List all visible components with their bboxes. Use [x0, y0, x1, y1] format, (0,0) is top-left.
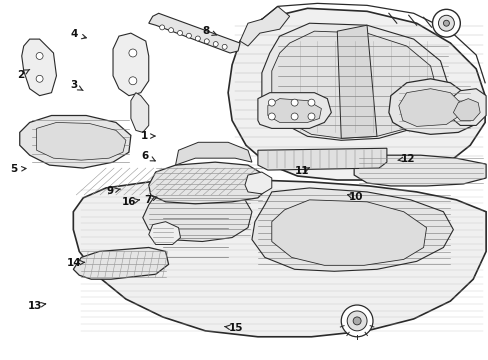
Polygon shape: [398, 89, 459, 126]
Polygon shape: [37, 122, 126, 160]
Text: 4: 4: [70, 29, 77, 39]
Polygon shape: [337, 25, 376, 138]
Polygon shape: [353, 155, 485, 186]
Circle shape: [307, 113, 314, 120]
Polygon shape: [240, 6, 289, 46]
Text: 12: 12: [401, 154, 415, 163]
Circle shape: [268, 113, 275, 120]
Text: 1: 1: [140, 131, 147, 141]
Circle shape: [129, 77, 137, 85]
Polygon shape: [148, 13, 240, 53]
Polygon shape: [447, 89, 485, 125]
Circle shape: [36, 75, 43, 82]
Circle shape: [341, 305, 372, 337]
Circle shape: [346, 311, 366, 331]
Circle shape: [160, 25, 164, 30]
Polygon shape: [228, 8, 484, 180]
Polygon shape: [21, 39, 56, 96]
Polygon shape: [257, 148, 386, 170]
Circle shape: [177, 31, 182, 35]
Text: 15: 15: [228, 323, 243, 333]
Polygon shape: [148, 222, 180, 244]
Polygon shape: [271, 200, 426, 265]
Polygon shape: [244, 172, 271, 194]
Polygon shape: [452, 99, 479, 121]
Text: 8: 8: [202, 26, 209, 36]
Text: 6: 6: [141, 151, 148, 161]
Text: 7: 7: [144, 195, 152, 204]
Polygon shape: [271, 31, 436, 138]
Polygon shape: [267, 99, 321, 122]
Circle shape: [222, 44, 226, 49]
Circle shape: [36, 53, 43, 59]
Text: 16: 16: [122, 197, 136, 207]
Circle shape: [186, 33, 191, 38]
Polygon shape: [73, 180, 485, 337]
Circle shape: [204, 39, 209, 44]
Text: 14: 14: [66, 258, 81, 268]
Polygon shape: [113, 33, 148, 96]
Circle shape: [443, 20, 448, 26]
Circle shape: [168, 28, 173, 33]
Circle shape: [438, 15, 453, 31]
Polygon shape: [73, 247, 168, 279]
Polygon shape: [148, 162, 267, 204]
Circle shape: [307, 99, 314, 106]
Circle shape: [195, 36, 200, 41]
Circle shape: [290, 99, 298, 106]
Text: 9: 9: [106, 186, 113, 197]
Text: 13: 13: [28, 301, 42, 311]
Circle shape: [268, 99, 275, 106]
Circle shape: [432, 9, 459, 37]
Text: 5: 5: [10, 164, 18, 174]
Polygon shape: [142, 190, 251, 242]
Polygon shape: [251, 188, 452, 271]
Text: 3: 3: [70, 80, 77, 90]
Text: 10: 10: [348, 192, 363, 202]
Text: 2: 2: [17, 69, 24, 80]
Circle shape: [129, 49, 137, 57]
Polygon shape: [175, 142, 251, 165]
Polygon shape: [257, 93, 331, 129]
Polygon shape: [20, 116, 131, 168]
Polygon shape: [388, 79, 475, 134]
Circle shape: [352, 317, 360, 325]
Text: 11: 11: [294, 166, 308, 176]
Polygon shape: [262, 23, 447, 140]
Polygon shape: [131, 93, 148, 132]
Circle shape: [290, 113, 298, 120]
Circle shape: [213, 41, 218, 46]
